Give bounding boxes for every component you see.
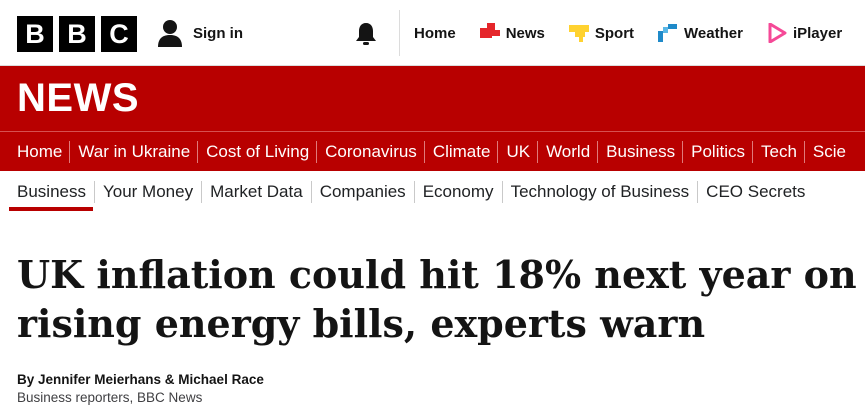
top-nav-news[interactable]: News — [479, 23, 545, 43]
sub-nav-economy[interactable]: Economy — [413, 181, 502, 203]
sign-in-button[interactable]: Sign in — [157, 18, 243, 48]
top-nav: Home News Sport Weather — [414, 0, 865, 66]
section-title[interactable]: NEWS — [17, 76, 139, 120]
sub-nav-ceo-secrets[interactable]: CEO Secrets — [697, 181, 813, 203]
article-headline: UK inflation could hit 18% next year on … — [17, 252, 857, 346]
bbc-logo-letter: B — [59, 16, 95, 52]
notifications-button[interactable] — [352, 20, 380, 48]
news-icon — [479, 23, 500, 38]
main-nav-war-in-ukraine[interactable]: War in Ukraine — [69, 140, 197, 163]
top-bar: B B C Sign in Home News — [0, 0, 865, 66]
bell-icon — [356, 23, 376, 45]
top-nav-home-label: Home — [414, 24, 456, 42]
sport-icon — [568, 25, 589, 42]
sub-nav-market-data[interactable]: Market Data — [201, 181, 311, 203]
top-nav-divider — [399, 10, 400, 56]
sub-nav-active-indicator — [9, 207, 93, 211]
bbc-logo[interactable]: B B C — [17, 16, 137, 52]
author-role: Business reporters, BBC News — [17, 390, 203, 405]
iplayer-icon — [768, 23, 787, 43]
article-byline: By Jennifer Meierhans & Michael Race — [17, 372, 264, 387]
main-nav-coronavirus[interactable]: Coronavirus — [316, 140, 424, 163]
main-nav-business[interactable]: Business — [597, 140, 682, 163]
sign-in-label: Sign in — [193, 24, 243, 42]
sub-nav-business[interactable]: Business — [17, 182, 86, 201]
main-nav-science[interactable]: Scie — [803, 140, 853, 163]
sub-nav-technology-of-business[interactable]: Technology of Business — [501, 181, 698, 203]
top-nav-weather-label: Weather — [684, 24, 743, 42]
top-nav-iplayer[interactable]: iPlayer — [767, 23, 842, 43]
top-nav-weather[interactable]: Weather — [658, 23, 743, 43]
user-icon — [158, 20, 182, 47]
main-nav-world[interactable]: World — [537, 140, 597, 163]
sub-nav: Business Your Money Market Data Companie… — [0, 172, 865, 212]
top-nav-sport-label: Sport — [594, 24, 635, 42]
sub-nav-companies[interactable]: Companies — [310, 181, 414, 203]
main-nav-climate[interactable]: Climate — [423, 140, 498, 163]
top-nav-sport[interactable]: Sport — [568, 23, 635, 43]
weather-icon — [658, 24, 678, 42]
main-nav-politics[interactable]: Politics — [682, 140, 752, 163]
sub-nav-your-money[interactable]: Your Money — [93, 181, 201, 203]
bbc-logo-letter: C — [101, 16, 137, 52]
top-nav-home[interactable]: Home — [414, 25, 456, 42]
top-nav-iplayer-label: iPlayer — [792, 24, 843, 42]
main-nav-tech[interactable]: Tech — [752, 140, 804, 163]
bbc-logo-letter: B — [17, 16, 53, 52]
top-nav-news-label: News — [505, 24, 545, 42]
section-header: NEWS — [0, 66, 865, 131]
main-nav-home[interactable]: Home — [17, 141, 63, 161]
main-nav-cost-of-living[interactable]: Cost of Living — [197, 140, 316, 163]
main-nav-uk[interactable]: UK — [497, 140, 537, 163]
main-nav: Home War in Ukraine Cost of Living Coron… — [0, 131, 865, 171]
